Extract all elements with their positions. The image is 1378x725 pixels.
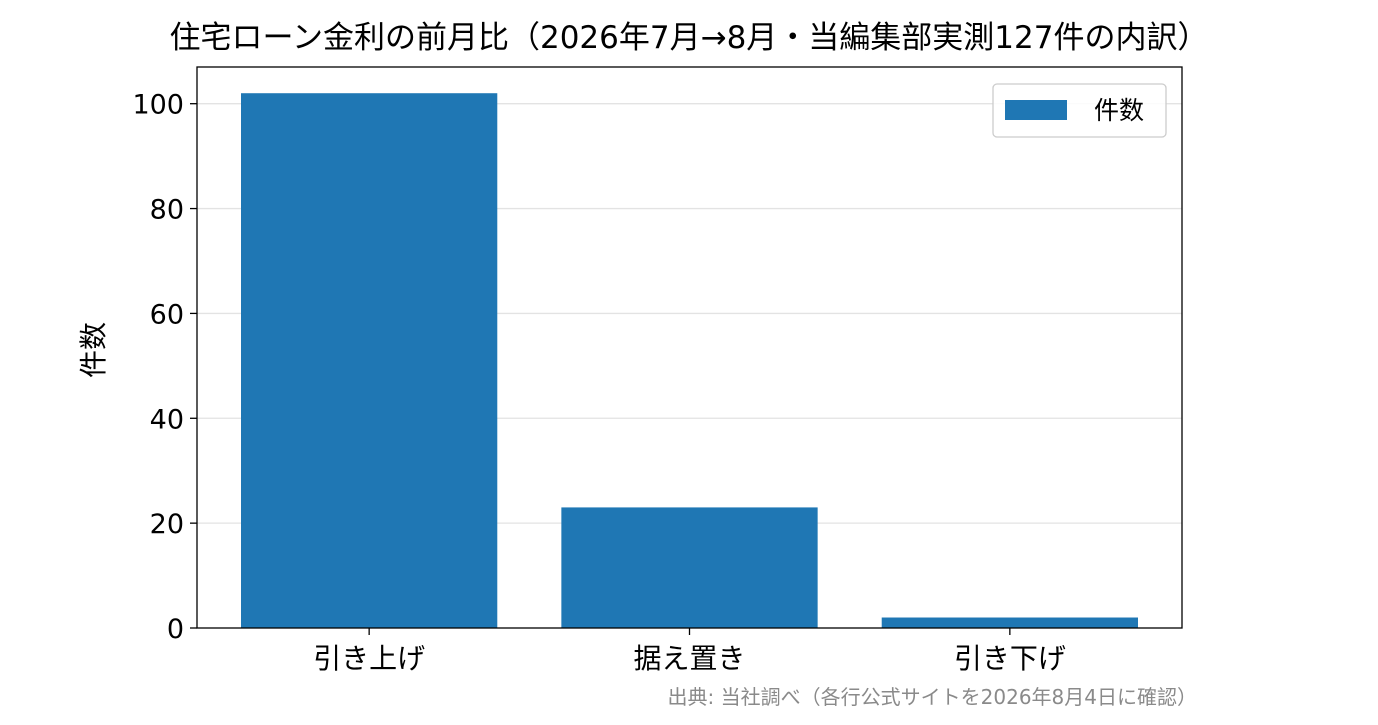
x-tick-label: 引き上げ	[313, 642, 425, 675]
source-note: 出典: 当社調べ（各行公式サイトを2026年8月4日に確認）	[668, 685, 1197, 709]
bars	[241, 93, 1138, 628]
x-tick-label: 引き下げ	[954, 642, 1066, 675]
y-tick-label: 60	[150, 299, 184, 330]
x-axis: 引き上げ 据え置き 引き下げ	[313, 628, 1066, 675]
legend: 件数	[992, 83, 1167, 138]
y-axis-label: 件数	[77, 322, 110, 378]
chart-title: 住宅ローン金利の前月比（2026年7月→8月・当編集部実測127件の内訳）	[170, 20, 1209, 56]
y-tick-label: 40	[150, 404, 184, 435]
y-tick-label: 0	[167, 614, 184, 645]
x-tick-label: 据え置き	[633, 642, 745, 675]
legend-frame	[992, 83, 1167, 138]
y-tick-label: 80	[150, 195, 184, 226]
bar	[241, 93, 498, 628]
y-axis: 0 20 40 60 80 100	[132, 90, 197, 645]
y-tick-label: 100	[132, 90, 184, 121]
bar	[561, 507, 818, 628]
legend-swatch	[1005, 100, 1067, 120]
bar	[881, 617, 1138, 628]
y-tick-label: 20	[150, 509, 184, 540]
legend-label: 件数	[1094, 96, 1144, 125]
